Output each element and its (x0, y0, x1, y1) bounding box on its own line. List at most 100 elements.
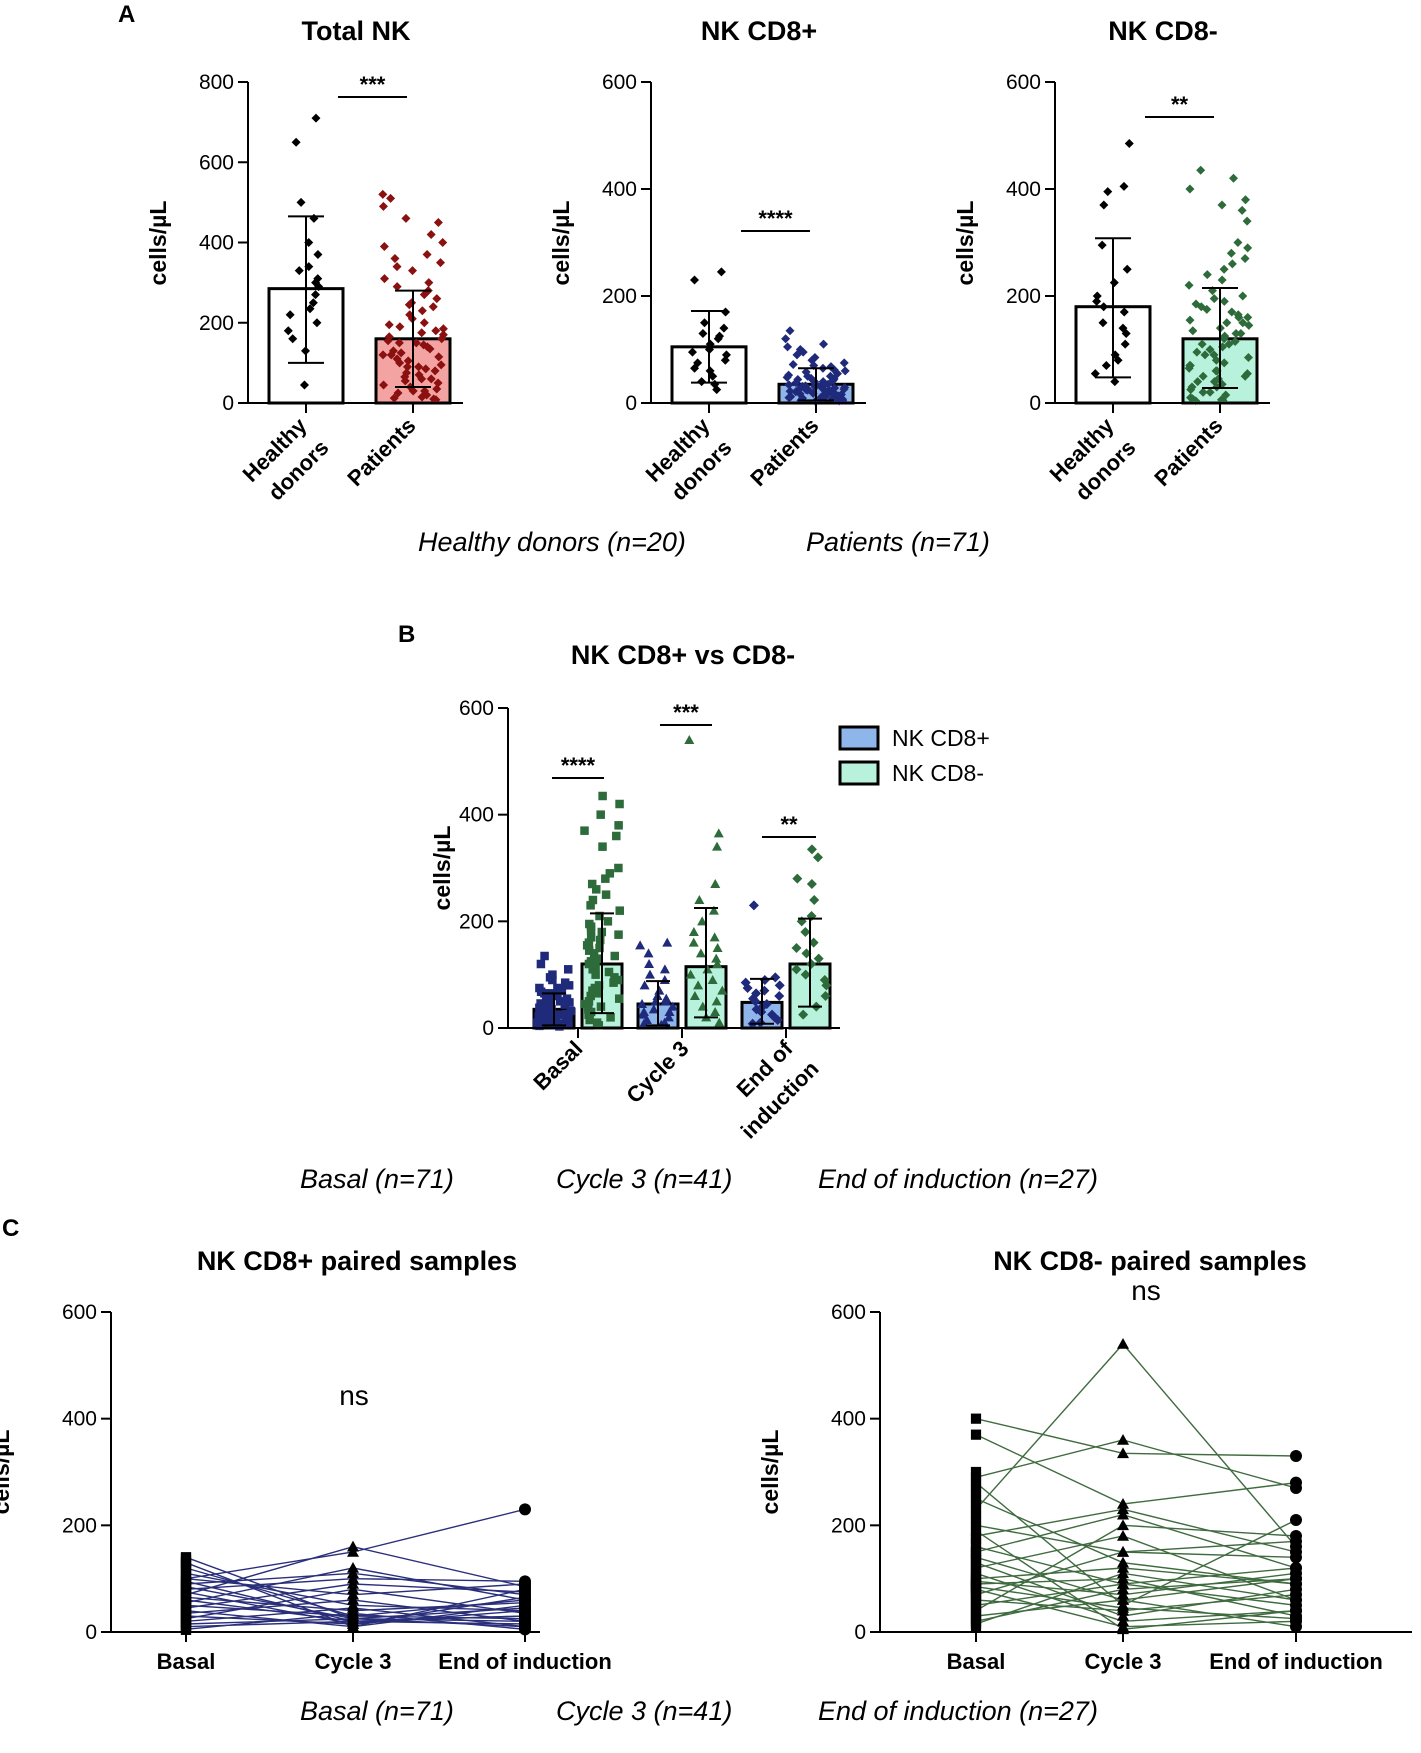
data-point (1205, 387, 1215, 397)
data-point (635, 940, 646, 950)
data-point (772, 1015, 783, 1025)
y-axis-label: cells/µL (548, 201, 574, 286)
data-point (648, 1004, 659, 1014)
data-point (774, 980, 785, 991)
panel-letter-c: C (2, 1215, 19, 1242)
data-point (305, 304, 315, 314)
x-tick-label: Patients (745, 413, 823, 491)
paired-line (975, 1535, 1297, 1601)
data-point (1227, 259, 1237, 269)
data-point (720, 355, 730, 365)
note-b-basal: Basal (n=71) (300, 1164, 454, 1194)
data-point (417, 306, 427, 316)
data-point (545, 994, 554, 1003)
data-point (1240, 195, 1250, 205)
data-point (595, 935, 605, 945)
data-point (806, 959, 817, 969)
data-point (697, 377, 707, 387)
paired-line (975, 1524, 1297, 1553)
data-point (285, 310, 295, 320)
data-point (384, 320, 394, 330)
x-tick-label: Cycle 3 (1084, 1649, 1161, 1674)
data-point (598, 791, 607, 801)
data-point (712, 959, 723, 968)
data-point (644, 969, 655, 979)
data-point (970, 1525, 982, 1536)
data-point (788, 359, 798, 369)
data-point (314, 282, 324, 292)
data-point (798, 1009, 809, 1020)
data-point (970, 1589, 982, 1600)
chart-cd8pos-paired: NK CD8+ paired samples cells/µL 0 200 400 600… (0, 1246, 612, 1674)
data-point (1101, 361, 1111, 371)
data-point (378, 350, 388, 360)
data-point (428, 302, 438, 312)
data-point (347, 1599, 359, 1611)
data-point (422, 250, 432, 260)
data-point (785, 326, 795, 336)
data-point (393, 388, 403, 398)
data-point (1243, 243, 1253, 253)
data-point (784, 393, 794, 403)
data-point (420, 386, 430, 396)
data-point (970, 1504, 982, 1515)
data-point (560, 1000, 569, 1009)
data-point (296, 197, 306, 207)
data-point (1290, 1450, 1302, 1462)
data-point (421, 364, 431, 374)
data-point (615, 799, 624, 809)
data-point (1185, 361, 1195, 371)
data-point (1184, 280, 1194, 290)
note-b-cycle3: Cycle 3 (n=41) (556, 1164, 732, 1194)
data-point (601, 890, 611, 899)
data-point (712, 943, 723, 952)
data-point (694, 895, 705, 904)
data-point (1227, 307, 1237, 317)
data-point (1198, 387, 1208, 397)
data-point (614, 930, 623, 939)
data-point (1209, 294, 1219, 304)
data-point (684, 735, 695, 744)
data-point (1243, 353, 1253, 363)
data-point (1205, 345, 1215, 354)
data-point (1099, 302, 1109, 312)
x-tick-label: Basal (528, 1036, 587, 1095)
data-point (1212, 382, 1222, 392)
data-point (1238, 318, 1248, 328)
data-point (1219, 296, 1229, 306)
data-point (785, 386, 795, 396)
data-point (414, 362, 424, 372)
data-point (1124, 139, 1134, 149)
data-point (378, 201, 388, 211)
data-point (437, 334, 447, 344)
data-point (313, 250, 323, 260)
data-point (970, 1618, 982, 1630)
data-point (759, 985, 770, 996)
data-point (1117, 1530, 1129, 1541)
data-point (1290, 1594, 1302, 1606)
data-point (586, 901, 595, 910)
data-point (970, 1498, 982, 1510)
data-point (1122, 264, 1132, 274)
data-point (711, 953, 722, 963)
data-point (1217, 275, 1227, 285)
data-point (970, 1568, 982, 1579)
data-point (685, 969, 696, 979)
chart-title: NK CD8+ vs CD8- (571, 640, 795, 670)
data-point (1234, 312, 1244, 322)
data-point (403, 356, 413, 366)
data-point (689, 275, 699, 285)
data-point (688, 927, 699, 936)
data-point (594, 1021, 604, 1030)
data-point (970, 1520, 982, 1531)
data-point (1110, 377, 1120, 387)
data-point (713, 828, 724, 838)
chart-total-nk: Total NKcells/µL0200400600800Healthydono… (145, 16, 463, 505)
data-point (606, 1013, 615, 1022)
data-point (698, 328, 708, 338)
data-point (742, 983, 753, 993)
data-point (721, 307, 731, 317)
data-point (1117, 1546, 1129, 1557)
data-point (180, 1562, 192, 1574)
